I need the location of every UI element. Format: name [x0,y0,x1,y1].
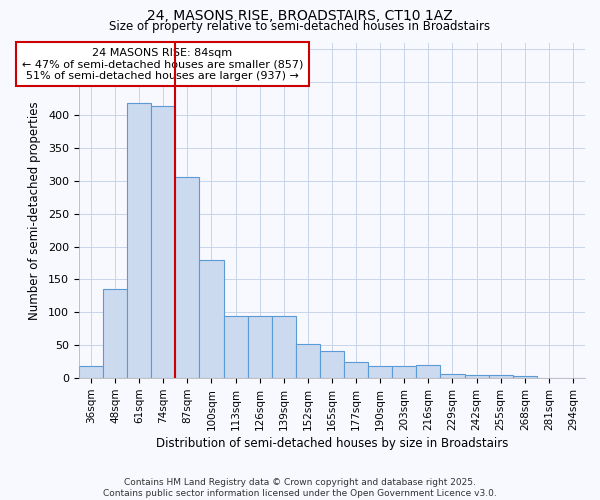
Bar [464,375,488,378]
Bar [175,178,199,378]
Bar [320,350,344,378]
Bar [344,362,368,378]
Bar [392,366,416,378]
Bar [199,260,224,378]
Bar [488,375,513,378]
Bar [272,316,296,378]
X-axis label: Distribution of semi-detached houses by size in Broadstairs: Distribution of semi-detached houses by … [156,437,508,450]
Text: Contains HM Land Registry data © Crown copyright and database right 2025.
Contai: Contains HM Land Registry data © Crown c… [103,478,497,498]
Text: Size of property relative to semi-detached houses in Broadstairs: Size of property relative to semi-detach… [109,20,491,33]
Bar [513,376,537,378]
Bar [224,316,248,378]
Bar [296,344,320,378]
Bar [416,365,440,378]
Bar [151,106,175,378]
Bar [248,316,272,378]
Bar [440,374,464,378]
Bar [368,366,392,378]
Text: 24, MASONS RISE, BROADSTAIRS, CT10 1AZ: 24, MASONS RISE, BROADSTAIRS, CT10 1AZ [147,9,453,23]
Bar [103,290,127,378]
Bar [127,103,151,378]
Bar [79,366,103,378]
Y-axis label: Number of semi-detached properties: Number of semi-detached properties [28,101,41,320]
Text: 24 MASONS RISE: 84sqm
← 47% of semi-detached houses are smaller (857)
51% of sem: 24 MASONS RISE: 84sqm ← 47% of semi-deta… [22,48,303,80]
